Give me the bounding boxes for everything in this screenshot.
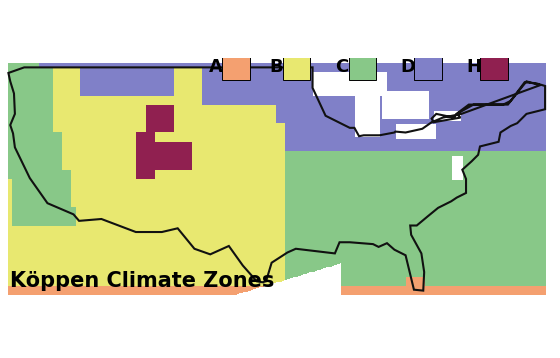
Text: D: D — [401, 58, 416, 76]
Text: Köppen Climate Zones: Köppen Climate Zones — [10, 271, 274, 291]
Text: C: C — [335, 58, 348, 76]
Text: H: H — [466, 58, 482, 76]
FancyBboxPatch shape — [414, 53, 442, 80]
Text: B: B — [269, 58, 283, 76]
FancyBboxPatch shape — [222, 53, 250, 80]
Text: A: A — [209, 58, 222, 76]
FancyBboxPatch shape — [283, 53, 310, 80]
FancyBboxPatch shape — [348, 53, 376, 80]
FancyBboxPatch shape — [480, 53, 508, 80]
